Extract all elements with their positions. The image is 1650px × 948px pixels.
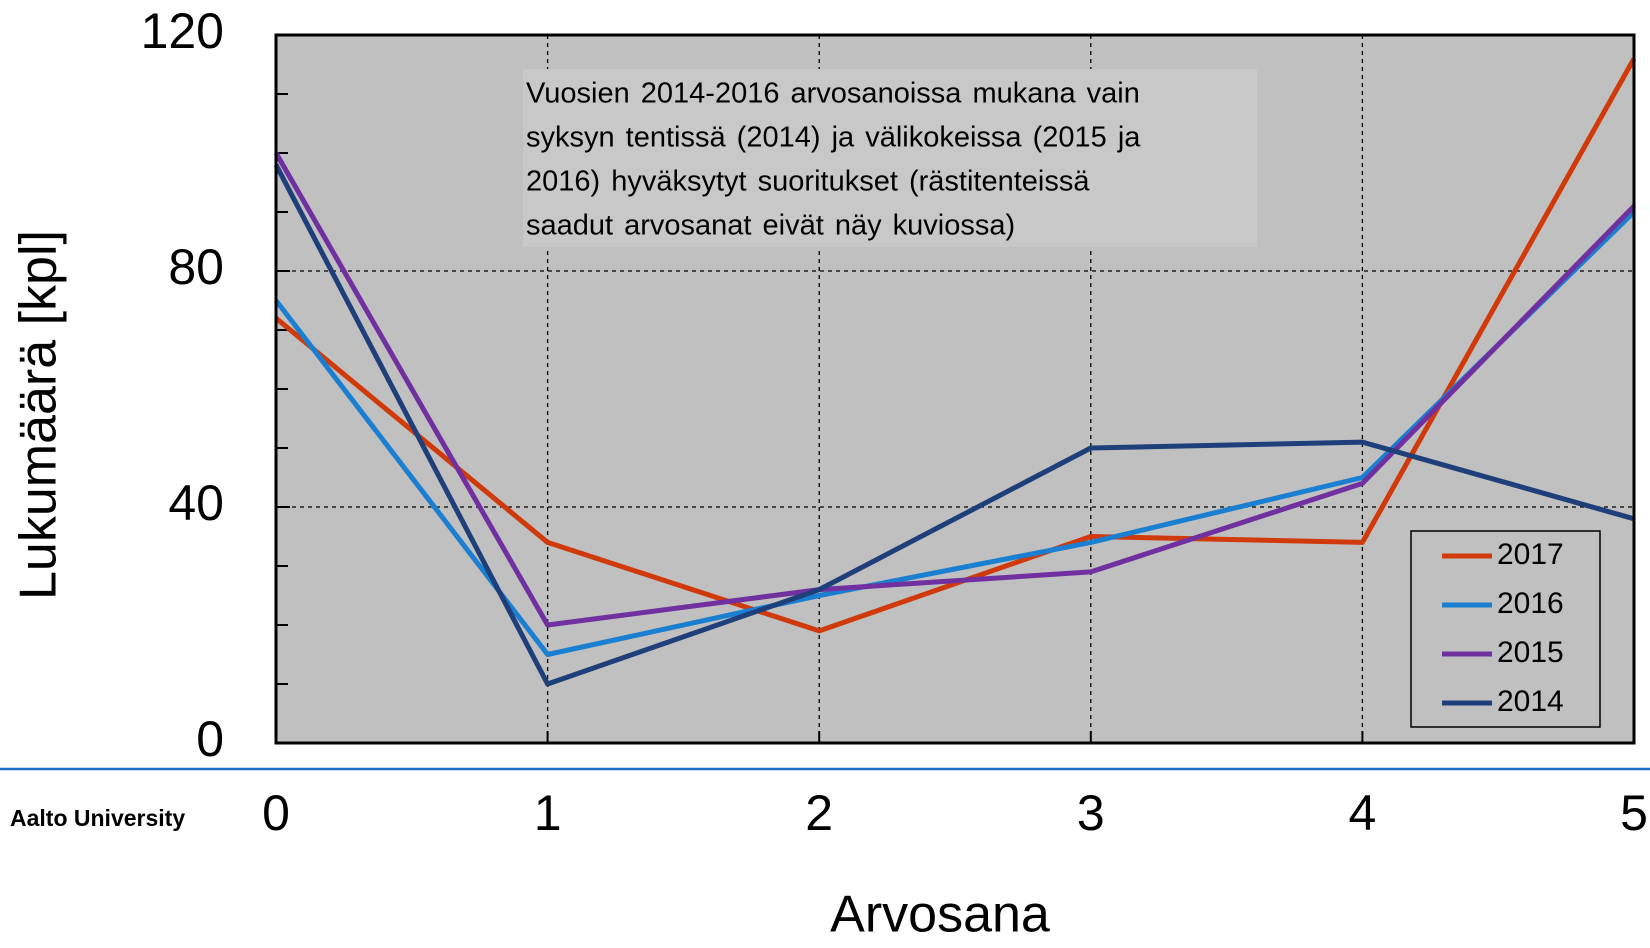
x-tick-label: 3	[1077, 785, 1105, 841]
x-axis-label: Arvosana	[830, 886, 1050, 943]
y-tick-label: 0	[196, 711, 224, 767]
footer-text: Aalto University	[10, 805, 185, 831]
legend-box	[1410, 530, 1601, 728]
annotation: 2016) hyväksytyt suoritukset (rästitente…	[526, 166, 1090, 198]
legend-label: 2017	[1497, 538, 1564, 571]
series-line	[273, 163, 1635, 687]
annotation: Vuosien 2014-2016 arvosanoissa mukana va…	[526, 78, 1140, 110]
x-tick-label: 5	[1620, 785, 1648, 841]
x-tick-label: 4	[1348, 785, 1376, 841]
x-tick-label: 0	[262, 785, 290, 841]
series-line	[273, 151, 1636, 628]
legend-label: 2015	[1497, 636, 1564, 669]
y-tick-label: 40	[168, 475, 224, 531]
legend-label: 2014	[1497, 685, 1564, 718]
y-tick-label: 80	[168, 239, 224, 295]
annotation: syksyn tentissä (2014) ja välikokeissa (…	[526, 122, 1141, 154]
x-tick-label: 2	[805, 785, 833, 841]
plot-border	[274, 33, 1636, 745]
series-line	[274, 57, 1637, 634]
y-axis-label: Lukumäärä [kpl]	[10, 230, 68, 600]
legend-label: 2016	[1497, 587, 1564, 620]
y-tick-label: 120	[141, 3, 224, 59]
x-tick-label: 1	[534, 785, 562, 841]
annotation-box	[523, 69, 1257, 247]
annotation: saadut arvosanat eivät näy kuviossa)	[526, 210, 1015, 242]
